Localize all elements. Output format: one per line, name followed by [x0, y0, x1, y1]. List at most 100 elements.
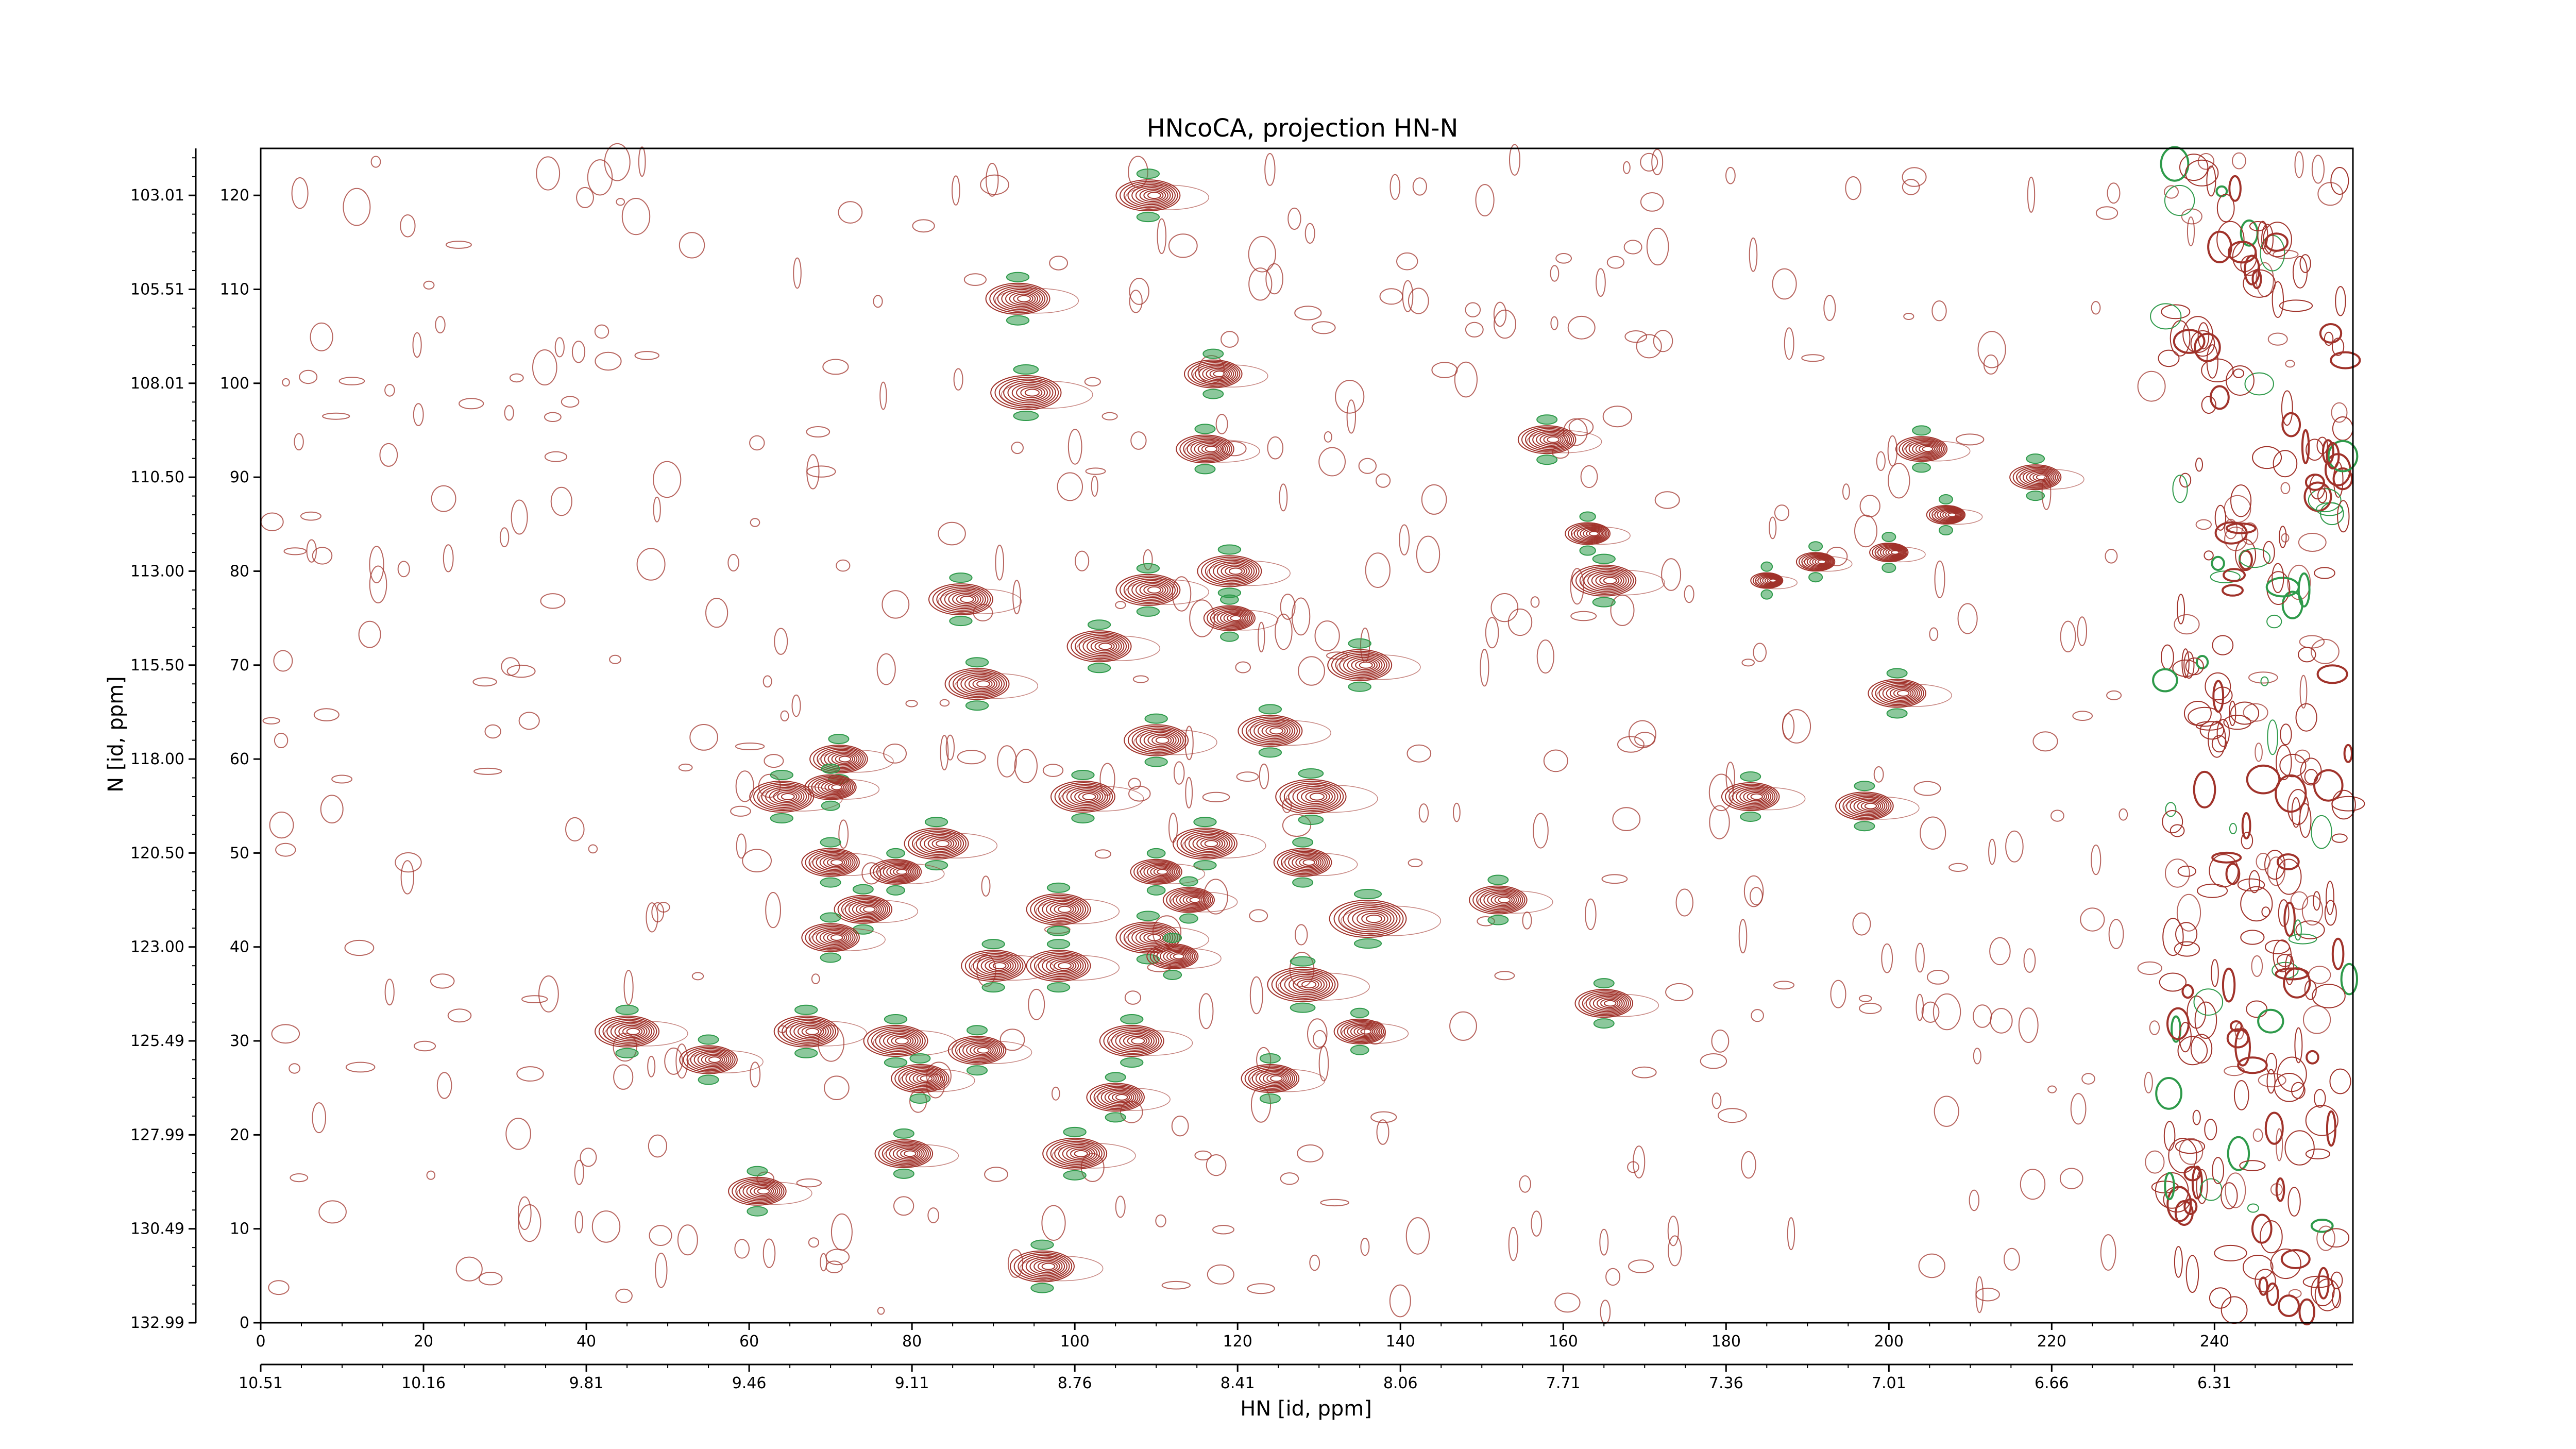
noise-contour	[677, 1224, 698, 1256]
noise-contour	[2197, 322, 2210, 349]
contour-level	[746, 1184, 776, 1199]
noise-contour	[262, 717, 280, 724]
noise-contour	[2314, 1089, 2326, 1108]
noise-contour	[762, 675, 772, 688]
noise-contour	[1977, 331, 2006, 368]
noise-contour	[1431, 362, 1458, 378]
contour-level	[1153, 946, 1195, 967]
noise-contour	[544, 412, 562, 422]
noise-contour	[2294, 749, 2310, 764]
contour-level	[1263, 1072, 1287, 1085]
contour-level	[686, 1048, 734, 1072]
noise-contour	[2240, 255, 2259, 276]
noise-contour	[2280, 482, 2291, 494]
y-ppm-tick-label: 125.49	[130, 1032, 184, 1050]
contour-level	[1347, 907, 1395, 931]
contour-level	[940, 588, 986, 611]
noise-contour	[2331, 789, 2356, 820]
contour-level	[1275, 779, 1347, 815]
contour-level	[1305, 791, 1328, 802]
noise-contour	[1975, 1287, 2000, 1302]
noise-contour	[2249, 221, 2267, 231]
noise-contour	[2225, 523, 2257, 534]
noise-contour	[1128, 778, 1141, 790]
noise-contour	[2329, 1068, 2351, 1094]
negative-lobe	[1740, 771, 1761, 782]
contour-tail	[1341, 1023, 1409, 1044]
contour-level	[1352, 909, 1392, 929]
negative-lobe	[1593, 978, 1615, 989]
noise-contour	[1876, 451, 1886, 471]
noise-contour	[1602, 406, 1633, 428]
negative-lobe	[1087, 619, 1111, 630]
contour-level	[1123, 577, 1176, 603]
noise-contour	[1370, 1111, 1397, 1123]
noise-contour	[2264, 232, 2289, 252]
noise-contour	[734, 1239, 750, 1259]
contour-level	[948, 669, 1007, 699]
noise-contour	[2240, 886, 2273, 922]
noise-contour	[2261, 906, 2270, 917]
noise-contour	[2251, 955, 2263, 977]
negative-lobe	[1298, 815, 1324, 825]
negative-lobe	[1120, 1014, 1144, 1025]
noise-contour	[2005, 830, 2024, 863]
negative-lobe	[1046, 925, 1071, 936]
contour-level	[973, 1046, 992, 1055]
noise-contour	[2326, 442, 2340, 470]
contour-level	[1329, 900, 1407, 938]
contour-level	[769, 788, 802, 805]
negative-lobe	[967, 1065, 988, 1076]
noise-contour	[811, 973, 820, 984]
noise-contour	[1258, 621, 1265, 653]
contour-level	[993, 285, 1046, 312]
x-index-tick-label: 40	[577, 1333, 596, 1351]
contour-level	[1203, 605, 1256, 631]
noise-contour	[1570, 568, 1584, 605]
noise-contour	[2299, 635, 2325, 649]
contour-level	[1066, 1147, 1093, 1160]
contour-level	[1299, 857, 1317, 867]
negative-lobe	[1886, 708, 1908, 719]
noise-contour	[1465, 302, 1481, 317]
contour-level	[900, 1149, 919, 1158]
contour-tail	[810, 853, 886, 876]
negative-lobe	[1163, 932, 1182, 943]
noise-contour	[2285, 360, 2295, 368]
noise-contour	[1130, 431, 1147, 450]
noise-contour	[2311, 638, 2340, 664]
negative-lobe	[770, 770, 793, 781]
noise-contour	[518, 712, 540, 730]
noise-contour	[750, 1062, 761, 1088]
noise-contour	[2301, 895, 2323, 926]
noise-contour	[536, 156, 561, 191]
contour-level	[1874, 544, 1907, 561]
negative-lobe	[981, 982, 1005, 993]
contour-level	[1108, 1091, 1132, 1104]
peak	[728, 1166, 812, 1217]
contour-level	[1799, 553, 1835, 571]
noise-contour	[1920, 816, 1946, 850]
x-index-tick-label: 180	[1711, 1333, 1741, 1351]
contour-level	[1265, 726, 1286, 736]
contour-level	[797, 1024, 824, 1038]
negative-lobe	[1217, 544, 1242, 555]
contour-level	[985, 959, 1011, 973]
contour-tail	[737, 1182, 812, 1205]
contour-level	[1058, 962, 1072, 970]
noise-contour	[1989, 937, 2011, 966]
noise-contour	[1854, 514, 1877, 548]
noise-contour	[291, 177, 309, 209]
peak	[1026, 939, 1120, 993]
noise-contour	[613, 1033, 637, 1062]
peak	[1099, 1014, 1193, 1068]
noise-contour	[1830, 980, 1846, 1008]
noise-contour	[384, 979, 395, 1006]
contour-level	[1147, 733, 1174, 747]
noise-contour	[2216, 194, 2235, 223]
noise-contour	[997, 745, 1017, 778]
peak	[801, 912, 886, 963]
peak	[1565, 511, 1631, 556]
negative-lobe	[1220, 594, 1239, 605]
noise-contour	[2273, 939, 2292, 972]
